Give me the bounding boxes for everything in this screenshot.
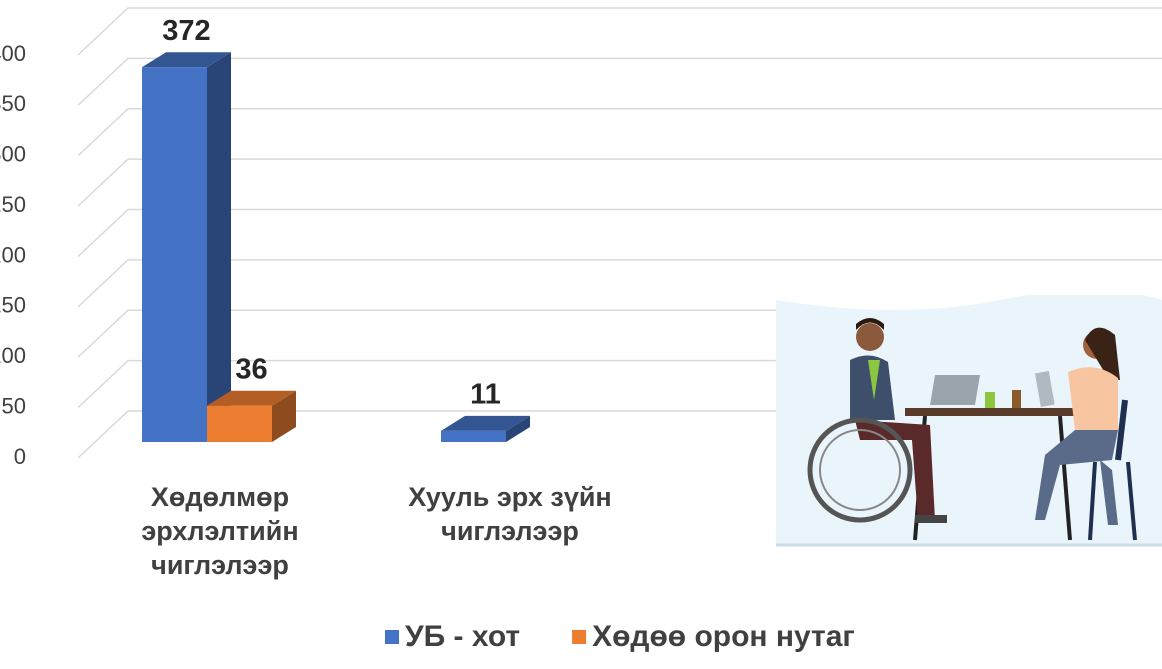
- x-tick-label: Хууль эрх зүйн чиглэлээр: [380, 480, 640, 548]
- bar: [441, 431, 506, 442]
- grid-line: [78, 159, 1162, 206]
- x-tick-label: Хөдөлмөр эрхлэлтийн чиглэлээр: [120, 480, 320, 582]
- legend-label: УБ - хот: [405, 620, 520, 653]
- y-tick-label: 0: [14, 444, 26, 469]
- data-label: 372: [162, 15, 210, 47]
- legend-swatch: [572, 630, 586, 644]
- illustration: [776, 290, 1162, 545]
- data-label: 11: [470, 379, 501, 411]
- y-tick-label: 300: [0, 142, 26, 167]
- legend-swatch: [385, 630, 399, 644]
- y-tick-label: 400: [0, 41, 26, 66]
- y-tick-label: 200: [0, 242, 26, 267]
- y-tick-label: 250: [0, 192, 26, 217]
- legend-label: Хөдөө орон нутаг: [592, 620, 855, 653]
- y-tick-label: 50: [2, 393, 26, 418]
- bar: [207, 406, 272, 442]
- grid-line: [78, 58, 1162, 105]
- y-tick-label: 150: [0, 293, 26, 318]
- y-tick-label: 350: [0, 91, 26, 116]
- grid-line: [78, 8, 1162, 55]
- chart-page: 0 50 100 150 200 250 300 350 400 372 36 11 УБ - хо…: [0, 0, 1162, 669]
- grid-line: [78, 109, 1162, 156]
- bar: [142, 67, 207, 442]
- y-tick-label: 100: [0, 343, 26, 368]
- data-label: 36: [235, 353, 267, 385]
- grid-line: [78, 210, 1162, 257]
- bar-side: [207, 52, 231, 442]
